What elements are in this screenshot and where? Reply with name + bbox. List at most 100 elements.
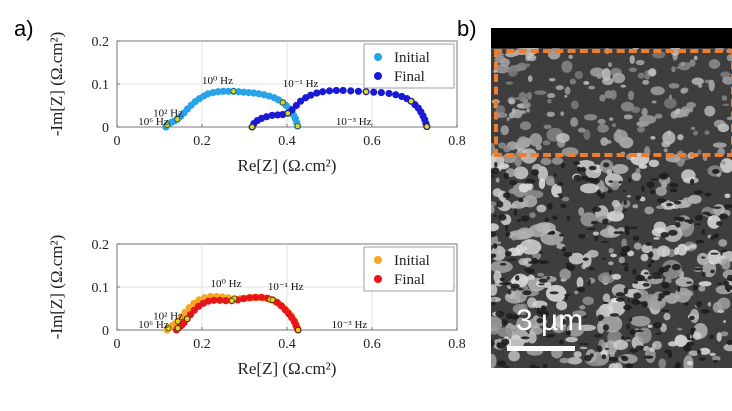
sem-grain: [608, 261, 614, 266]
sem-grain: [522, 195, 538, 208]
sem-grain: [712, 168, 720, 175]
sem-grain: [649, 260, 655, 264]
frequency-marker: [174, 318, 181, 325]
y-axis-label: -Im[Z] (Ω.cm²): [47, 32, 66, 137]
sem-grain: [600, 137, 609, 146]
sem-grain: [559, 233, 564, 237]
sem-grain: [666, 203, 673, 207]
sem-grain: [579, 183, 599, 194]
sem-grain: [628, 317, 633, 322]
sem-grain: [634, 299, 640, 304]
y-tick-label: 0.2: [92, 35, 110, 50]
x-tick-label: 0.2: [193, 337, 211, 352]
sem-grain: [528, 224, 546, 238]
sem-grain: [689, 315, 695, 321]
data-point: [354, 87, 362, 95]
sem-grain: [662, 290, 671, 296]
sem-grain: [493, 270, 502, 284]
sem-grain: [685, 62, 694, 67]
sem-grain: [522, 290, 532, 296]
sem-grain: [516, 219, 521, 223]
sem-grain: [671, 66, 676, 73]
sem-grain: [601, 68, 611, 81]
sem-grain: [602, 293, 611, 303]
frequency-marker: [408, 98, 414, 105]
data-point: [392, 91, 400, 99]
y-axis-label: -Im[Z] (Ω.cm²): [47, 235, 66, 340]
sem-grain: [652, 340, 662, 350]
sem-grain: [677, 286, 681, 293]
y-tick-label: 0.1: [92, 78, 110, 93]
sem-grain: [713, 359, 718, 364]
sem-grain: [684, 245, 691, 251]
sem-grain: [527, 319, 536, 327]
sem-grain: [525, 178, 536, 184]
sem-grain: [526, 268, 535, 275]
sem-grain: [716, 332, 722, 342]
sem-grain: [570, 117, 579, 128]
sem-grain: [726, 274, 732, 282]
sem-grain: [648, 251, 654, 258]
sem-grain: [500, 58, 511, 67]
data-point: [385, 89, 393, 98]
sem-grain: [612, 273, 622, 280]
frequency-annotation: 10² Hz: [153, 107, 183, 119]
sem-grain: [495, 177, 500, 183]
sem-grain: [723, 204, 732, 209]
sem-grain: [651, 100, 657, 104]
sem-grain: [726, 116, 732, 121]
sem-grain: [686, 341, 695, 346]
sem-grain: [709, 334, 714, 339]
sem-grain: [505, 313, 513, 320]
sem-grain: [704, 192, 712, 197]
sem-grain: [628, 67, 638, 73]
sem-grain: [531, 257, 538, 262]
chart-1: 0 0.2 0.4 0.6 0.8 0 0.1 0.2 Re[Z] (Ω.cm²) -Im[Z] …: [47, 32, 466, 175]
sem-grain: [564, 94, 568, 98]
sem-grain: [633, 281, 639, 284]
sem-grain: [661, 181, 668, 189]
sem-grain: [606, 169, 613, 176]
frequency-marker: [184, 315, 191, 322]
sem-grain: [525, 93, 531, 98]
legend-marker: [374, 275, 382, 283]
sem-grain: [662, 131, 676, 145]
sem-grain: [546, 276, 550, 280]
sem-grain: [491, 339, 495, 347]
sem-grain: [513, 209, 518, 216]
sem-grain: [655, 332, 662, 336]
sem-grain: [681, 169, 696, 182]
sem-grain: [548, 231, 556, 235]
sem-grain: [601, 240, 610, 243]
sem-grain: [650, 136, 656, 140]
sem-grain: [512, 304, 525, 314]
sem-grain: [688, 107, 694, 113]
sem-grain: [603, 162, 610, 168]
sem-grain: [644, 272, 649, 275]
sem-grain: [622, 189, 626, 193]
sem-grain: [556, 300, 568, 311]
sem-grain: [647, 275, 653, 280]
sem-grain: [726, 54, 732, 62]
sem-grain: [709, 352, 716, 357]
sem-grain: [723, 320, 727, 323]
sem-grain: [668, 94, 673, 100]
sem-grain: [692, 284, 699, 291]
sem-grain: [528, 261, 536, 264]
sem-grain: [689, 243, 697, 249]
sem-grain: [553, 173, 557, 177]
sem-grain: [673, 200, 682, 205]
sem-grain: [556, 182, 564, 186]
sem-grain: [523, 320, 530, 329]
sem-grain: [626, 324, 630, 330]
sem-grain: [688, 350, 699, 356]
sem-grain: [581, 166, 586, 172]
sem-grain: [590, 67, 605, 77]
sem-grain: [626, 194, 632, 198]
sem-grain: [721, 258, 731, 270]
sem-grain: [495, 112, 508, 118]
sem-grain: [495, 105, 506, 115]
sem-grain: [518, 198, 524, 203]
sem-grain: [525, 229, 535, 235]
sem-grain: [519, 239, 542, 255]
